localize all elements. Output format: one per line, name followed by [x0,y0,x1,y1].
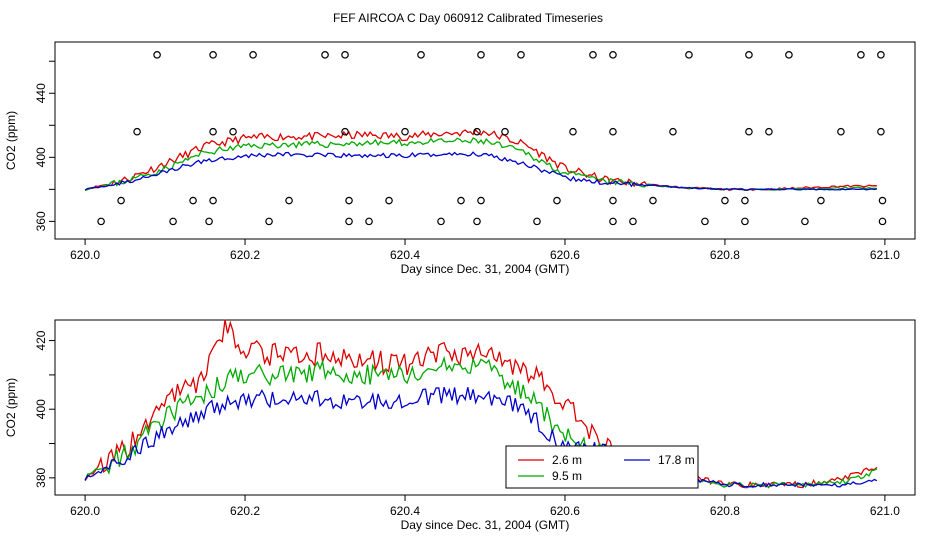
scatter-point [745,51,753,59]
scatter-point [473,127,481,136]
figure-title: FEF AIRCOA C Day 060912 Calibrated Times… [333,11,603,25]
scatter-point [649,196,657,205]
x-tick-label: 620.8 [710,248,740,262]
scatter-point [189,196,197,205]
scatter-point [609,217,617,226]
scatter-point [345,217,353,226]
x-tick-label: 620.4 [390,248,420,262]
x-tick-label: 620.4 [390,504,420,518]
scatter-point [609,127,617,136]
scatter-point [341,51,349,59]
scatter-point [785,51,793,59]
legend-label: 2.6 m [552,453,582,467]
scatter-point [477,51,485,59]
scatter-point [321,51,329,59]
x-tick-label: 620.6 [550,248,580,262]
scatter-point [249,51,257,59]
legend-label: 9.5 m [552,469,582,483]
scatter-point [629,217,637,226]
scatter-point [553,196,561,205]
scatter-point [501,127,509,136]
scatter-point [533,217,541,226]
x-tick-label: 620.0 [70,504,100,518]
scatter-point [801,217,809,226]
scatter-point [97,217,105,226]
scatter-point [669,127,677,136]
scatter-point [609,196,617,205]
y-tick-label: 420 [34,330,48,350]
scatter-point [341,127,349,136]
y-tick-label: 380 [34,468,48,488]
y-axis-label: CO2 (ppm) [4,111,18,170]
scatter-point [721,196,729,205]
scatter-point [477,196,485,205]
scatter-point [701,217,709,226]
chart-panel-bottom: 620.0 620.2 620.4 620.6 620.8 621.0 380 400 420 D… [4,319,916,532]
y-tick-label: 400 [34,399,48,419]
scatter-point [153,51,161,59]
y-tick-label: 360 [34,211,48,231]
scatter-point [417,51,425,59]
scatter-point [285,196,293,205]
scatter-point [457,196,465,205]
series-17.8m-line [84,387,878,488]
legend-box [505,445,699,489]
scatter-point [265,217,273,226]
scatter-point [205,217,213,226]
scatter-point [229,127,237,136]
scatter-point [817,196,825,205]
plot-frame [54,319,916,496]
scatter-point [569,127,577,136]
scatter-point [133,127,141,136]
scatter-point [209,127,217,136]
scatter-point [473,217,481,226]
plot-frame [54,41,916,240]
scatter-point [857,51,865,59]
scatter-point [345,196,353,205]
scatter-point [685,51,693,59]
scatter-point [878,196,887,205]
scatter-point [877,127,885,136]
scatter-point [117,196,125,205]
x-tick-label: 620.2 [230,504,260,518]
scatter-point [209,51,217,59]
scatter-point [385,196,393,205]
scatter-point [745,127,753,136]
scatter-point [837,127,845,136]
y-axis-label: CO2 (ppm) [4,378,18,437]
x-tick-label: 620.6 [550,504,580,518]
x-tick-label: 621.0 [870,504,900,518]
scatter-point [365,217,373,226]
scatter-point [765,127,773,136]
series-9.5m-line [84,355,878,488]
scatter-point [209,196,217,205]
scatter-point [437,217,445,226]
x-tick-label: 621.0 [870,248,900,262]
scatter-point [741,196,749,205]
x-axis-label: Day since Dec. 31, 2004 (GMT) [401,518,570,532]
scatter-point [589,51,597,59]
y-tick-label: 400 [34,147,48,167]
x-tick-label: 620.8 [710,504,740,518]
scatter-point [878,217,887,226]
y-tick-label: 440 [34,83,48,103]
x-tick-label: 620.2 [230,248,260,262]
scatter-point [517,51,525,59]
scatter-point [609,51,617,59]
scatter-point [877,51,885,59]
x-tick-label: 620.0 [70,248,100,262]
x-axis-label: Day since Dec. 31, 2004 (GMT) [401,262,570,276]
scatter-point [169,217,177,226]
legend-label: 17.8 m [658,453,695,467]
series-17.8m-line [84,151,878,191]
chart-panel-top: 620.0 620.2 620.4 620.6 620.8 621.0 360 400 440 D… [4,41,916,276]
scatter-point [741,217,749,226]
scatter-point [401,127,409,136]
